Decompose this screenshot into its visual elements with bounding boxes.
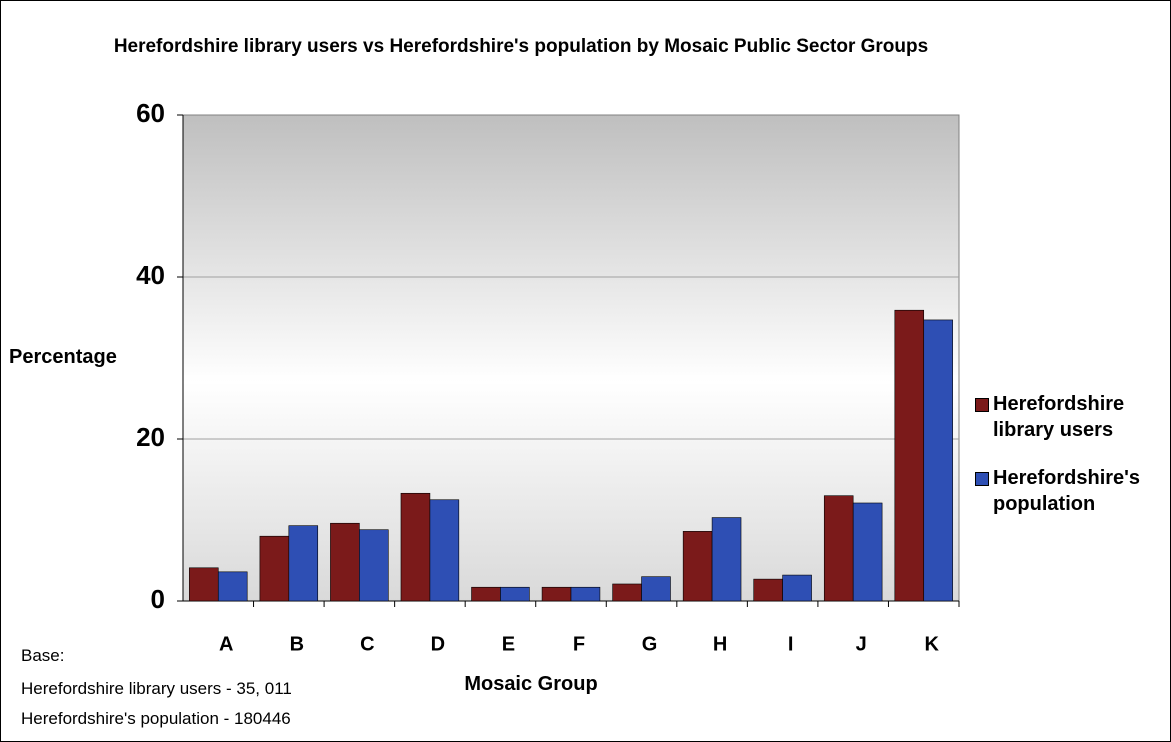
bar [400,492,431,602]
bar [641,576,671,602]
bar [330,522,360,602]
x-tick-label: E [502,633,515,655]
bar [682,531,713,602]
y-tick-label: 40 [136,260,165,290]
bar [217,571,248,602]
bar [259,535,290,602]
x-tick-label: G [642,633,658,655]
note: Herefordshire's population - 180446 [21,709,291,728]
bar [359,529,389,602]
bar [429,499,460,602]
bar [894,309,925,602]
bar [852,502,883,602]
x-tick-label: D [431,633,445,655]
legend-swatch [975,472,989,486]
bar [288,525,319,602]
x-axis-label: Mosaic Group [464,673,598,695]
bar [471,586,501,602]
bar [570,586,601,602]
x-tick-label: H [713,633,727,655]
legend-swatch [975,398,989,412]
bar [823,495,854,602]
y-tick-label: 60 [136,98,165,128]
y-tick-label: 0 [151,584,165,614]
y-axis-label: Percentage [9,346,117,368]
note: Herefordshire library users - 35, 011 [21,679,292,698]
chart-title: Herefordshire library users vs Herefords… [113,36,929,57]
note: Base: [21,646,65,665]
x-tick-label: C [360,633,374,655]
bar [923,319,953,602]
x-tick-label: J [856,633,867,655]
bar [782,574,812,602]
bar [541,586,572,602]
x-tick-label: F [573,633,585,655]
x-tick-label: A [219,633,233,655]
bar [612,583,642,602]
x-tick-label: B [290,633,304,655]
legend-label: Herefordshire's population [993,467,1141,515]
bar [711,517,742,602]
x-tick-label: K [925,633,940,655]
y-tick-label: 20 [136,422,165,452]
bar [753,578,783,602]
legend-label: Herefordshire library users [993,393,1125,441]
x-tick-label: I [788,633,794,655]
bar [189,567,219,602]
bar [500,586,530,602]
